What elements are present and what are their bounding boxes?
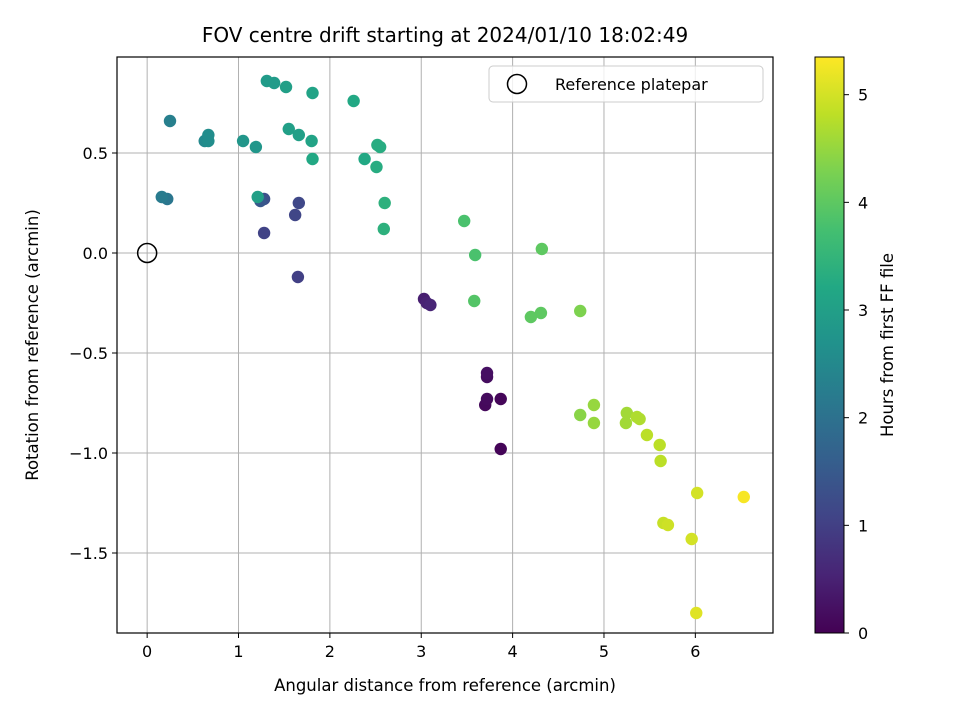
data-point <box>155 190 168 204</box>
data-point <box>587 398 601 412</box>
data-point <box>236 134 250 148</box>
colorbar-tick-label: 1 <box>858 516 868 535</box>
data-point <box>685 532 698 546</box>
data-point <box>378 196 391 210</box>
x-tick-label: 1 <box>233 642 243 661</box>
data-point <box>305 134 318 148</box>
x-axis-label: Angular distance from reference (arcmin) <box>274 676 616 695</box>
data-point <box>633 412 646 426</box>
data-point <box>620 406 634 420</box>
colorbar-tick-label: 3 <box>858 301 868 320</box>
data-point <box>347 94 360 108</box>
x-tick-label: 5 <box>599 642 609 661</box>
data-point <box>654 454 667 468</box>
data-point <box>494 392 507 406</box>
colorbar-ticks: 0 1 2 3 4 5 <box>844 86 868 643</box>
y-tick-label: −1.0 <box>69 444 108 463</box>
data-point <box>306 86 319 100</box>
data-point <box>524 310 538 324</box>
data-point <box>690 486 704 500</box>
x-tick-label: 2 <box>325 642 335 661</box>
y-tick-label: 0.0 <box>83 244 108 263</box>
legend-reference-marker <box>506 73 528 95</box>
data-point <box>251 190 264 204</box>
data-point <box>468 248 482 262</box>
data-point <box>574 304 587 318</box>
data-points <box>155 74 750 620</box>
data-point <box>457 214 471 228</box>
x-tick-label: 6 <box>690 642 700 661</box>
data-point <box>267 76 281 90</box>
data-point <box>737 490 750 504</box>
colorbar-tick-label: 4 <box>858 193 868 212</box>
data-point <box>292 196 306 210</box>
colorbar-label: Hours from first FF file <box>878 253 897 437</box>
colorbar <box>814 56 845 634</box>
colorbar-tick-label: 0 <box>858 624 868 643</box>
data-point <box>534 306 548 320</box>
data-point <box>288 208 302 222</box>
data-point <box>306 152 319 166</box>
reference-marker-layer <box>136 242 158 264</box>
x-tick-label: 4 <box>508 642 518 661</box>
chart-title: FOV centre drift starting at 2024/01/10 … <box>202 23 688 47</box>
data-point <box>574 408 587 422</box>
data-point <box>587 416 601 430</box>
x-tick-label: 3 <box>416 642 426 661</box>
y-tick-label: −0.5 <box>69 344 108 363</box>
data-point <box>653 438 666 452</box>
data-point <box>163 114 177 128</box>
data-point <box>690 606 703 620</box>
colorbar-tick-label: 5 <box>858 86 868 105</box>
data-point <box>661 518 675 532</box>
grid <box>117 57 773 633</box>
data-point <box>292 128 306 142</box>
data-point <box>640 428 654 442</box>
x-axis-ticks: 0 1 2 3 4 5 6 <box>142 633 700 661</box>
legend-box <box>488 65 764 103</box>
data-point <box>494 442 507 456</box>
data-point <box>279 80 293 94</box>
data-point <box>480 392 494 406</box>
data-point <box>619 416 633 430</box>
legend-label: Reference platepar <box>555 75 708 94</box>
data-point <box>373 140 387 154</box>
data-point <box>535 242 549 256</box>
data-point <box>249 140 263 154</box>
data-point <box>370 160 383 174</box>
plot-frame <box>116 56 774 634</box>
colorbar-tick-label: 2 <box>858 409 868 428</box>
data-point <box>468 294 481 308</box>
data-point <box>377 222 390 236</box>
legend: Reference platepar <box>488 65 764 103</box>
x-tick-label: 0 <box>142 642 152 661</box>
data-point <box>257 226 271 240</box>
reference-platepar-marker <box>136 242 158 264</box>
data-point <box>282 122 295 136</box>
data-point <box>291 270 305 284</box>
data-point <box>202 128 215 142</box>
data-point <box>480 366 494 380</box>
y-tick-label: −1.5 <box>69 544 108 563</box>
data-point <box>358 152 371 166</box>
y-axis-ticks: −1.5 −1.0 −0.5 0.0 0.5 <box>69 144 117 563</box>
y-tick-label: 0.5 <box>83 144 108 163</box>
data-point <box>424 298 437 312</box>
y-axis-label: Rotation from reference (arcmin) <box>23 209 42 481</box>
